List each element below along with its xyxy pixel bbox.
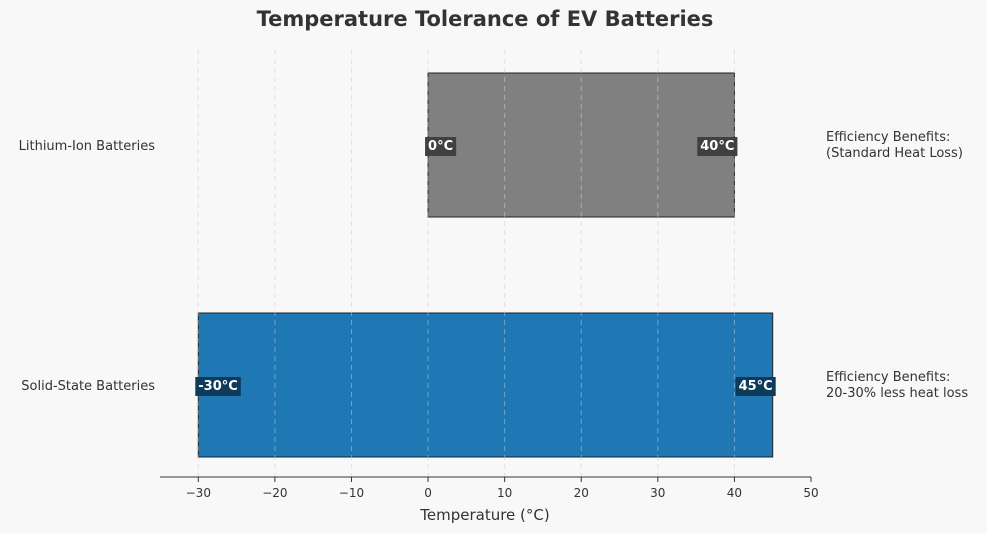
min-value-label-bg <box>425 137 457 156</box>
x-tick-label: 10 <box>497 486 512 500</box>
min-value-label: 0°C <box>428 139 453 154</box>
min-value-label: -30°C <box>198 379 238 394</box>
bars <box>197 72 774 458</box>
efficiency-note-line: 20-30% less heat loss <box>826 386 968 401</box>
efficiency-note-line: (Standard Heat Loss) <box>826 146 963 161</box>
min-value-label-group: 0°C <box>425 137 457 156</box>
max-value-label: 45°C <box>739 379 773 394</box>
x-tick-label: −10 <box>339 486 364 500</box>
x-tick-label: 20 <box>574 486 589 500</box>
category-label: Lithium-Ion Batteries <box>19 139 156 154</box>
min-value-label-bg <box>195 377 241 396</box>
efficiency-note-line: Efficiency Benefits: <box>826 130 950 145</box>
x-axis: −30 −20 −10 0 10 20 30 40 50 <box>160 476 819 500</box>
x-tick-label: 0 <box>424 486 432 500</box>
x-axis-label: Temperature (°C) <box>419 506 549 524</box>
max-value-label: 40°C <box>700 139 734 154</box>
labels: Lithium-Ion Batteries 0°C 40°C Efficiency B… <box>19 130 969 401</box>
x-tick-label: −20 <box>262 486 287 500</box>
x-tick-label: −30 <box>186 486 211 500</box>
efficiency-note-line: Efficiency Benefits: <box>826 370 950 385</box>
bar-solid-state <box>197 312 774 458</box>
chart-title: Temperature Tolerance of EV Batteries <box>257 7 714 31</box>
x-tick-label: 40 <box>727 486 742 500</box>
max-value-label-bg <box>697 137 738 156</box>
min-value-label-group: -30°C <box>195 377 241 396</box>
max-value-label-bg <box>735 377 776 396</box>
x-tick-label: 30 <box>650 486 665 500</box>
max-value-label-group: 45°C <box>735 377 776 396</box>
max-value-label-group: 40°C <box>697 137 738 156</box>
bar-lithium-ion <box>427 72 735 218</box>
x-tick-label: 50 <box>803 486 818 500</box>
category-label: Solid-State Batteries <box>21 379 155 394</box>
